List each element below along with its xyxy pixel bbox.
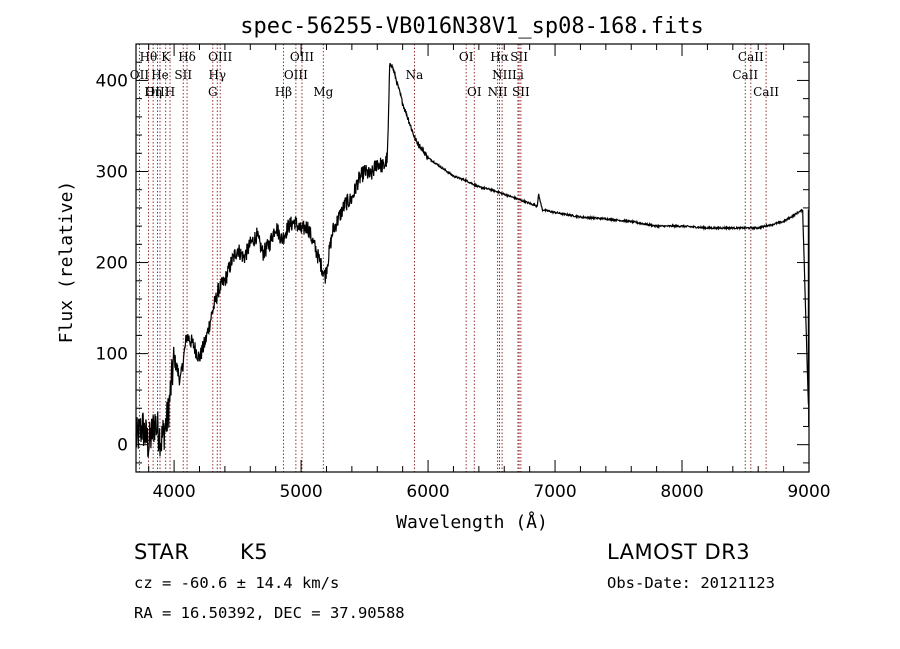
- axis-ticks: 4000 5000 6000 7000 8000 9000 0 100 200 300 400: [96, 43, 831, 502]
- line-label-5: OI: [459, 50, 474, 64]
- y-tick-label-0: 0: [117, 436, 128, 456]
- line-label-9: OII: [130, 68, 150, 82]
- chart-title: spec-56255-VB016N38V1_sp08-168.fits: [240, 14, 704, 39]
- line-label-2: Hδ: [178, 50, 196, 64]
- spectrum-line: [135, 62, 810, 458]
- survey-name: LAMOST DR3: [607, 540, 751, 564]
- line-label-17: CaII: [732, 68, 758, 82]
- x-tick-label-3: 7000: [533, 482, 576, 502]
- object-subclass: K5: [240, 540, 269, 564]
- spectral-line-markers: [138, 44, 767, 472]
- x-axis-label: Wavelength (Å): [396, 511, 548, 533]
- x-tick-label-2: 6000: [406, 482, 449, 502]
- line-label-18: OIII: [145, 85, 169, 99]
- line-label-7: SII: [510, 50, 528, 64]
- line-label-11: SII: [174, 68, 192, 82]
- y-tick-label-4: 400: [96, 71, 128, 91]
- coordinates-readout: RA = 16.50392, DEC = 37.90588: [134, 604, 405, 622]
- line-label-24: OI: [467, 85, 482, 99]
- line-label-20: H: [165, 85, 175, 99]
- line-label-15: NII: [492, 68, 512, 82]
- line-label-14: Na: [406, 68, 424, 82]
- line-label-21: G: [208, 85, 218, 99]
- line-label-27: CaII: [753, 85, 779, 99]
- line-label-1: K: [161, 50, 171, 64]
- redshift-readout: cz = -60.6 ± 14.4 km/s: [134, 574, 340, 592]
- line-label-6: Hα: [490, 50, 509, 64]
- line-label-4: OIII: [290, 50, 314, 64]
- line-label-3: OIII: [208, 50, 232, 64]
- y-axis-label: Flux (relative): [56, 181, 77, 344]
- line-label-8: CaII: [738, 50, 764, 64]
- line-label-13: OIII: [284, 68, 308, 82]
- x-tick-label-1: 5000: [279, 482, 322, 502]
- x-tick-label-4: 8000: [660, 482, 703, 502]
- line-label-12: Hγ: [208, 68, 226, 82]
- line-label-16: Li: [512, 68, 524, 82]
- line-label-22: Hβ: [275, 85, 292, 99]
- line-label-23: Mg: [313, 85, 333, 99]
- object-class: STAR: [134, 540, 190, 564]
- y-tick-label-1: 100: [96, 345, 128, 365]
- plot-frame: [135, 43, 810, 473]
- line-label-0: Hθ: [140, 50, 158, 64]
- line-label-25: NII: [488, 85, 508, 99]
- observation-date: Obs-Date: 20121123: [607, 574, 775, 592]
- x-tick-label-0: 4000: [152, 482, 195, 502]
- line-label-10: He: [151, 68, 169, 82]
- line-label-19: Hη: [144, 85, 162, 99]
- line-label-26: SII: [512, 85, 530, 99]
- y-tick-label-3: 300: [96, 162, 128, 182]
- x-tick-label-5: 9000: [787, 482, 830, 502]
- y-tick-label-2: 200: [96, 254, 128, 274]
